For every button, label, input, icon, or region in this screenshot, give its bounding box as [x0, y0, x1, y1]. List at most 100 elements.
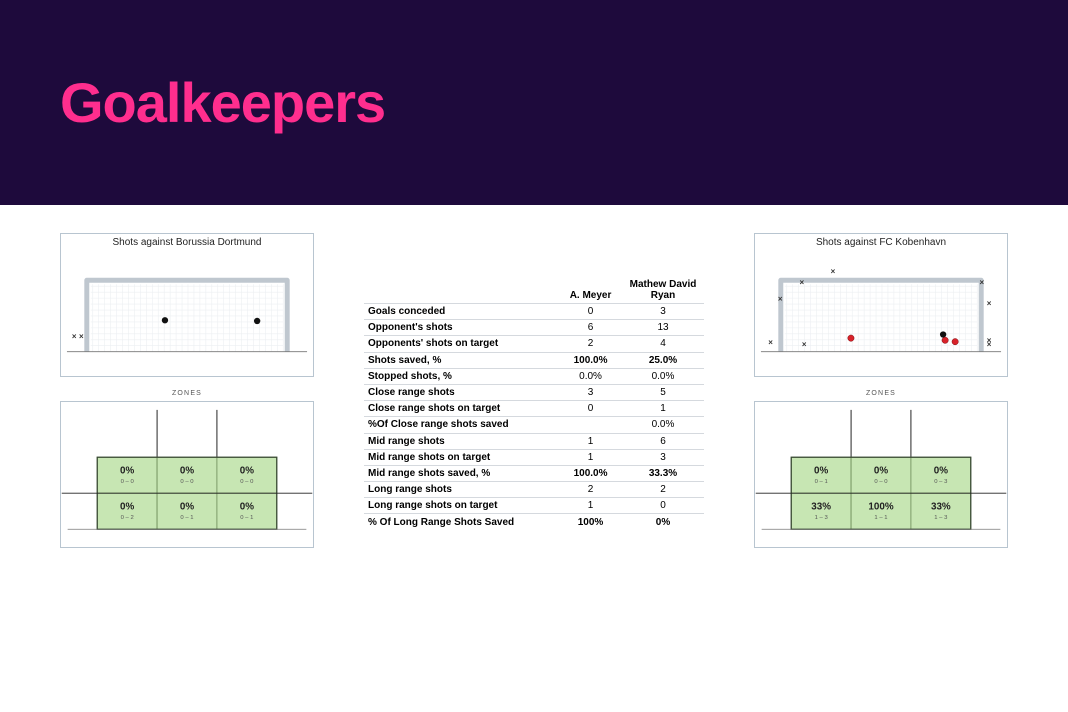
stat-metric: Shots saved, %	[364, 352, 559, 368]
svg-text:0 – 0: 0 – 0	[121, 479, 135, 485]
stat-metric: Long range shots on target	[364, 498, 559, 514]
svg-text:0%: 0%	[240, 465, 254, 476]
page-title: Goalkeepers	[60, 70, 1008, 135]
stat-val-a: 100.0%	[559, 352, 622, 368]
svg-text:×: ×	[799, 278, 804, 287]
stat-val-b: 0	[622, 498, 704, 514]
stat-val-b: 0.0%	[622, 417, 704, 433]
svg-text:100%: 100%	[868, 501, 893, 512]
zones-label-left: ZONES	[60, 390, 314, 397]
goal-svg-left: ××	[61, 250, 313, 374]
stats-col-metric	[364, 277, 559, 304]
stat-val-b: 4	[622, 336, 704, 352]
table-row: Mid range shots on target13	[364, 449, 704, 465]
stat-val-b: 25.0%	[622, 352, 704, 368]
stat-val-a: 100.0%	[559, 465, 622, 481]
svg-text:0 – 2: 0 – 2	[121, 515, 134, 521]
zone-panel-left: 0%0 – 00%0 – 00%0 – 00%0 – 20%0 – 10%0 –…	[60, 401, 314, 548]
svg-text:×: ×	[831, 267, 836, 276]
svg-text:1 – 1: 1 – 1	[874, 515, 887, 521]
stat-metric: Opponent's shots	[364, 320, 559, 336]
svg-text:×: ×	[778, 295, 783, 304]
svg-text:×: ×	[72, 332, 77, 341]
stat-metric: Stopped shots, %	[364, 368, 559, 384]
svg-text:1 – 3: 1 – 3	[934, 515, 948, 521]
stats-col-a: A. Meyer	[559, 277, 622, 304]
stat-val-a: 100%	[559, 514, 622, 530]
goal-svg-right: ×××××××××	[755, 250, 1007, 374]
stat-metric: Mid range shots	[364, 433, 559, 449]
stat-val-a: 0.0%	[559, 368, 622, 384]
goal-panel-left-title: Shots against Borussia Dortmund	[61, 234, 313, 248]
stat-val-b: 3	[622, 449, 704, 465]
goal-panel-right-title: Shots against FC Kobenhavn	[755, 234, 1007, 248]
svg-text:0%: 0%	[814, 465, 828, 476]
table-row: Long range shots22	[364, 482, 704, 498]
stat-val-a: 0	[559, 304, 622, 320]
stat-val-b: 33.3%	[622, 465, 704, 481]
left-column: Shots against Borussia Dortmund ×× ZONES…	[60, 233, 314, 558]
svg-text:33%: 33%	[811, 501, 831, 512]
stats-table: A. Meyer Mathew David Ryan Goals concede…	[364, 277, 704, 530]
table-row: Shots saved, %100.0%25.0%	[364, 352, 704, 368]
zone-svg-right: 0% 0 – 1 0% 0 – 0 0% 0 – 3 33% 1 – 3 100% 1 – 1 33…	[755, 402, 1007, 547]
stat-val-a: 6	[559, 320, 622, 336]
table-row: % Of Long Range Shots Saved100%0%	[364, 514, 704, 530]
stat-metric: Long range shots	[364, 482, 559, 498]
svg-text:0%: 0%	[874, 465, 888, 476]
svg-text:×: ×	[980, 278, 985, 287]
svg-text:0%: 0%	[240, 501, 254, 512]
stat-metric: Goals conceded	[364, 304, 559, 320]
svg-text:0%: 0%	[120, 465, 134, 476]
svg-text:0 – 0: 0 – 0	[180, 479, 194, 485]
stat-val-b: 13	[622, 320, 704, 336]
goal-panel-right: Shots against FC Kobenhavn ×××××××××	[754, 233, 1008, 377]
svg-text:0%: 0%	[934, 465, 948, 476]
svg-text:×: ×	[802, 340, 807, 349]
table-row: Mid range shots16	[364, 433, 704, 449]
table-row: Goals conceded03	[364, 304, 704, 320]
table-row: Close range shots on target01	[364, 401, 704, 417]
stat-metric: Mid range shots saved, %	[364, 465, 559, 481]
stat-metric: % Of Long Range Shots Saved	[364, 514, 559, 530]
svg-text:1 – 3: 1 – 3	[815, 515, 829, 521]
stat-val-a: 3	[559, 384, 622, 400]
stat-val-b: 0%	[622, 514, 704, 530]
svg-text:×: ×	[79, 332, 84, 341]
table-row: Opponents' shots on target24	[364, 336, 704, 352]
header-banner: Goalkeepers	[0, 0, 1068, 205]
stat-val-b: 3	[622, 304, 704, 320]
svg-text:33%: 33%	[931, 501, 951, 512]
stat-val-a: 1	[559, 433, 622, 449]
stat-metric: Close range shots	[364, 384, 559, 400]
goal-panel-left: Shots against Borussia Dortmund ××	[60, 233, 314, 377]
stat-val-b: 0.0%	[622, 368, 704, 384]
table-row: %Of Close range shots saved0.0%	[364, 417, 704, 433]
zone-svg-left: 0%0 – 00%0 – 00%0 – 00%0 – 20%0 – 10%0 –…	[61, 402, 313, 547]
zones-label-right: ZONES	[754, 390, 1008, 397]
svg-text:0 – 0: 0 – 0	[240, 479, 254, 485]
stats-column: A. Meyer Mathew David Ryan Goals concede…	[364, 233, 704, 558]
stat-val-b: 5	[622, 384, 704, 400]
svg-text:0%: 0%	[120, 501, 134, 512]
stat-val-a: 1	[559, 498, 622, 514]
svg-text:0 – 1: 0 – 1	[815, 479, 828, 485]
stat-val-b: 1	[622, 401, 704, 417]
table-row: Stopped shots, %0.0%0.0%	[364, 368, 704, 384]
content-row: Shots against Borussia Dortmund ×× ZONES…	[0, 205, 1068, 558]
stat-val-a: 1	[559, 449, 622, 465]
right-column: Shots against FC Kobenhavn ××××××××× ZON…	[754, 233, 1008, 558]
stat-val-a	[559, 417, 622, 433]
table-row: Long range shots on target10	[364, 498, 704, 514]
stat-val-b: 6	[622, 433, 704, 449]
svg-text:×: ×	[768, 338, 773, 347]
table-row: Mid range shots saved, %100.0%33.3%	[364, 465, 704, 481]
stat-val-a: 2	[559, 482, 622, 498]
zone-panel-right: 0% 0 – 1 0% 0 – 0 0% 0 – 3 33% 1 – 3 100% 1 – 1 33…	[754, 401, 1008, 548]
svg-text:0 – 3: 0 – 3	[934, 479, 948, 485]
svg-text:0 – 0: 0 – 0	[874, 479, 888, 485]
stats-col-b: Mathew David Ryan	[622, 277, 704, 304]
svg-text:0%: 0%	[180, 501, 194, 512]
table-row: Close range shots35	[364, 384, 704, 400]
stat-val-a: 2	[559, 336, 622, 352]
